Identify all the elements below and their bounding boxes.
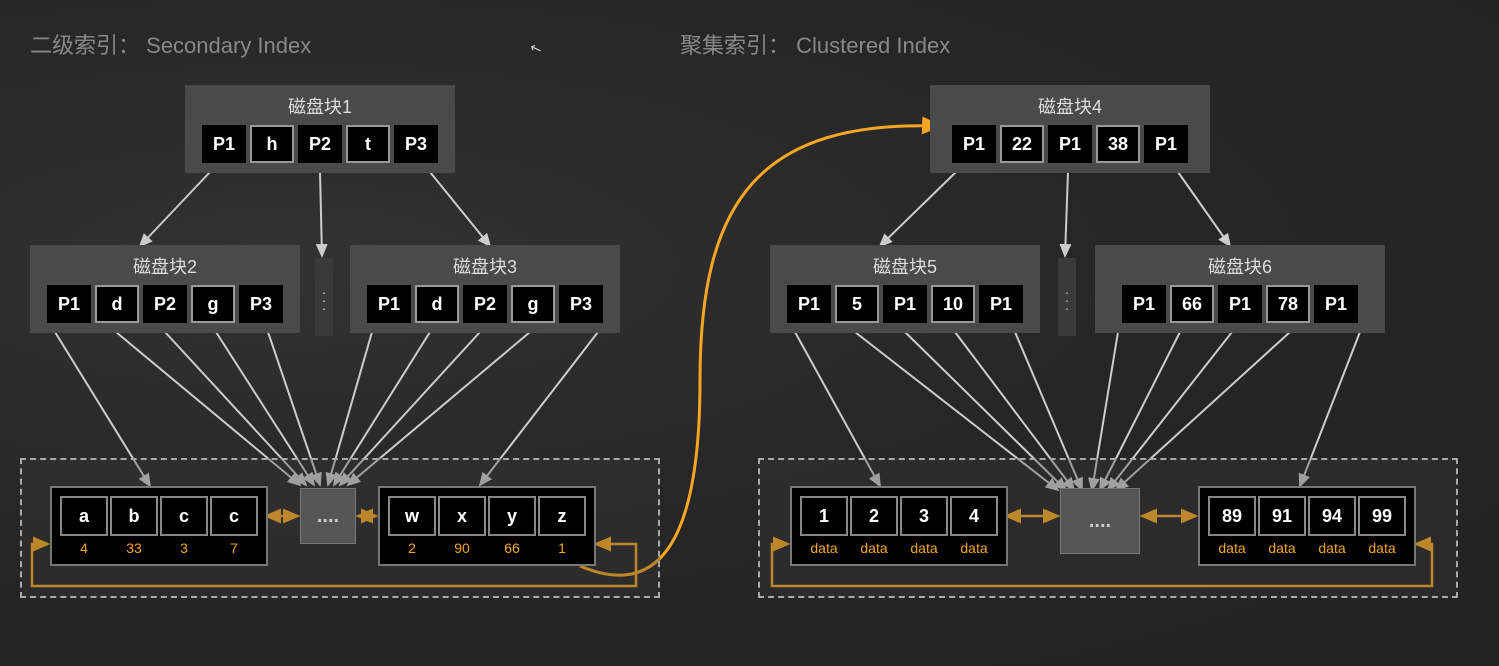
clustered-index-title: 聚集索引： Clustered Index (680, 28, 950, 60)
leaf-key-cell: 1 (800, 496, 848, 536)
pointer-cell: P1 (1314, 285, 1358, 323)
leaf-key-cell: a (60, 496, 108, 536)
key-cell: 66 (1170, 285, 1214, 323)
pointer-cell: P1 (367, 285, 411, 323)
pointer-cell: P3 (559, 285, 603, 323)
leaf-key-cell: b (110, 496, 158, 536)
leaf-key-cell: 91 (1258, 496, 1306, 536)
leaf-key-cell: 94 (1308, 496, 1356, 536)
clustered-mid-ellipsis: ... (1058, 258, 1076, 336)
title-zh: 聚集索引： (680, 33, 790, 58)
pointer-cell: P1 (883, 285, 927, 323)
pointer-cell: P1 (47, 285, 91, 323)
clustered-leaf-right: 89919499datadatadatadata (1198, 486, 1416, 566)
pointer-cell: P1 (979, 285, 1023, 323)
leaf-value-label: data (800, 540, 848, 556)
key-cell: 10 (931, 285, 975, 323)
secondary-root-block: 磁盘块1 P1hP2tP3 (185, 85, 455, 173)
leaf-key-cell: x (438, 496, 486, 536)
clustered-mid-left-block: 磁盘块5P15P110P1 (770, 245, 1040, 333)
leaf-value-label: data (1258, 540, 1306, 556)
key-cell: d (95, 285, 139, 323)
disk-block-title: 磁盘块5 (782, 253, 1028, 279)
key-cell: g (511, 285, 555, 323)
cursor-icon: ↖ (527, 39, 544, 59)
leaf-key-cell: 2 (850, 496, 898, 536)
secondary-mid-right-block: 磁盘块3 P1dP2gP3 (350, 245, 620, 333)
key-cell: h (250, 125, 294, 163)
leaf-key-cell: c (210, 496, 258, 536)
pointer-cell: P2 (298, 125, 342, 163)
pointer-cell: P1 (1144, 125, 1188, 163)
key-cell: t (346, 125, 390, 163)
leaf-value-label: 3 (160, 540, 208, 556)
leaf-key-cell: 89 (1208, 496, 1256, 536)
pointer-cell: P1 (787, 285, 831, 323)
pointer-cell: P2 (143, 285, 187, 323)
disk-block-title: 磁盘块4 (942, 93, 1198, 119)
leaf-value-label: data (900, 540, 948, 556)
leaf-value-label: data (1308, 540, 1356, 556)
key-cell: 38 (1096, 125, 1140, 163)
secondary-leaf-left: abcc43337 (50, 486, 268, 566)
pointer-cell: P1 (1122, 285, 1166, 323)
leaf-value-label: 1 (538, 540, 586, 556)
leaf-key-cell: 4 (950, 496, 998, 536)
title-zh: 二级索引： (30, 33, 140, 58)
key-cell: 22 (1000, 125, 1044, 163)
leaf-key-cell: 3 (900, 496, 948, 536)
secondary-leaf-ellipsis: .... (300, 488, 356, 544)
disk-block-title: 磁盘块3 (362, 253, 608, 279)
clustered-root-block: 磁盘块4P122P138P1 (930, 85, 1210, 173)
pointer-cell: P1 (952, 125, 996, 163)
leaf-value-label: 2 (388, 540, 436, 556)
leaf-key-cell: w (388, 496, 436, 536)
pointer-cell: P2 (463, 285, 507, 323)
leaf-value-label: data (850, 540, 898, 556)
pointer-cell: P1 (1218, 285, 1262, 323)
leaf-key-cell: c (160, 496, 208, 536)
title-en: Secondary Index (146, 33, 311, 58)
disk-block-title: 磁盘块2 (42, 253, 288, 279)
pointer-cell: P3 (239, 285, 283, 323)
secondary-mid-left-block: 磁盘块2 P1dP2gP3 (30, 245, 300, 333)
leaf-value-label: 90 (438, 540, 486, 556)
title-en: Clustered Index (796, 33, 950, 58)
leaf-key-cell: 99 (1358, 496, 1406, 536)
pointer-cell: P3 (394, 125, 438, 163)
leaf-value-label: data (1358, 540, 1406, 556)
leaf-value-label: data (1208, 540, 1256, 556)
pointer-cell: P1 (202, 125, 246, 163)
secondary-mid-ellipsis: ... (315, 258, 333, 336)
leaf-value-label: 4 (60, 540, 108, 556)
disk-block-title: 磁盘块1 (197, 93, 443, 119)
leaf-value-label: 33 (110, 540, 158, 556)
clustered-leaf-ellipsis: .... (1060, 488, 1140, 554)
key-cell: 78 (1266, 285, 1310, 323)
leaf-key-cell: y (488, 496, 536, 536)
secondary-index-title: 二级索引： Secondary Index (30, 28, 311, 60)
leaf-value-label: data (950, 540, 998, 556)
clustered-leaf-left: 1234datadatadatadata (790, 486, 1008, 566)
disk-block-title: 磁盘块6 (1107, 253, 1373, 279)
pointer-cell: P1 (1048, 125, 1092, 163)
clustered-mid-right-block: 磁盘块6P166P178P1 (1095, 245, 1385, 333)
secondary-leaf-right: wxyz 290661 (378, 486, 596, 566)
key-cell: d (415, 285, 459, 323)
key-cell: 5 (835, 285, 879, 323)
leaf-value-label: 7 (210, 540, 258, 556)
leaf-key-cell: z (538, 496, 586, 536)
key-cell: g (191, 285, 235, 323)
leaf-value-label: 66 (488, 540, 536, 556)
